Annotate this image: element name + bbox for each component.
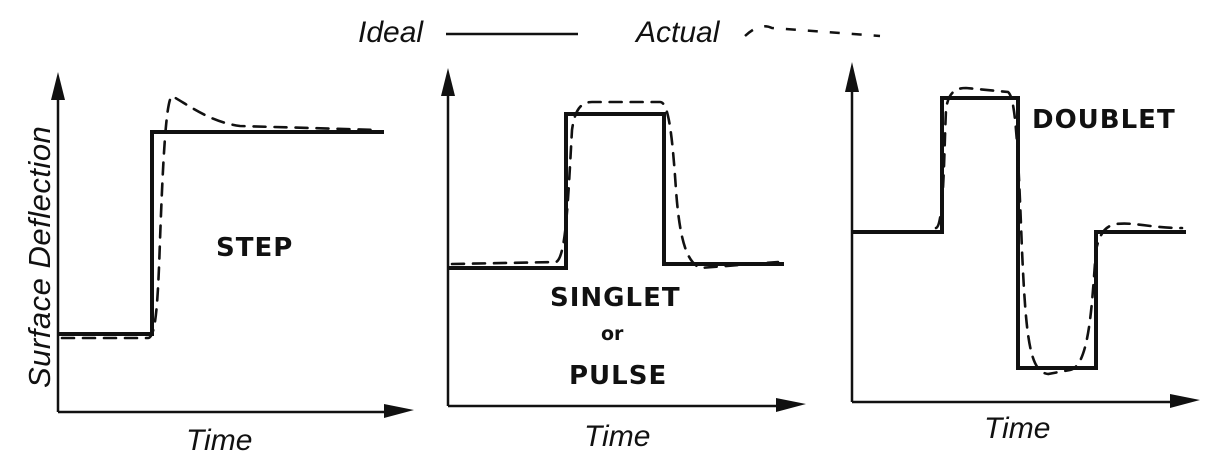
legend-ideal-label: Ideal [358,16,424,49]
panel-step-ideal-line [58,130,384,336]
panel-doublet: DOUBLET Time [845,62,1200,445]
panel-step-x-arrow [384,404,414,418]
panel-doublet-title: DOUBLET [1032,105,1176,135]
y-axis-label: Surface Deflection [22,126,57,388]
legend-actual-label: Actual [634,16,721,49]
panel-step-actual-line [60,94,380,340]
panel-step-axes [51,72,414,418]
panel-singlet: SINGLET or PULSE Time [441,68,806,453]
panel-singlet-actual-line [450,100,780,270]
panel-singlet-x-label: Time [584,420,650,453]
panel-singlet-title-line-2: or [601,323,624,345]
panel-singlet-y-arrow [441,68,455,96]
panel-doublet-x-arrow [1170,394,1200,408]
panel-step-y-arrow [51,72,65,100]
panel-singlet-title-line-1: SINGLET [550,283,681,313]
panel-singlet-x-arrow [776,398,806,412]
panel-step: STEP Time [51,72,414,456]
legend: Ideal Actual [358,16,881,49]
panel-doublet-x-label: Time [984,412,1050,445]
legend-actual-line [744,25,881,38]
panel-step-x-label: Time [186,424,252,456]
panel-singlet-axes [441,68,806,412]
panel-singlet-title-line-3: PULSE [569,361,667,391]
panel-step-title: STEP [216,233,293,263]
panel-doublet-actual-line [934,86,1184,376]
panel-doublet-ideal-line [852,96,1186,370]
panel-singlet-ideal-line [448,112,784,270]
panel-doublet-axes [845,62,1200,408]
panel-doublet-y-arrow [845,62,859,92]
